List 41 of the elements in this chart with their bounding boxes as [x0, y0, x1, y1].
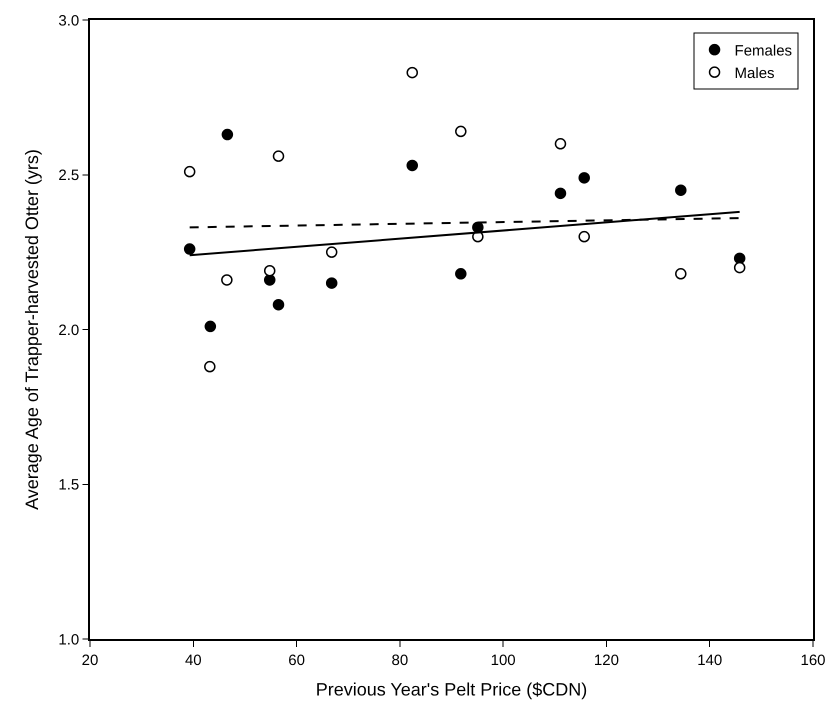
point [554, 138, 566, 150]
legend-label: Males [734, 64, 775, 82]
point [326, 246, 338, 258]
point [272, 298, 284, 310]
point [204, 320, 216, 332]
point [406, 160, 418, 172]
point [264, 274, 276, 286]
y-axis-title: Average Age of Trapper-harvested Otter (yrs) [22, 149, 42, 510]
x-tick-label: 100 [490, 652, 516, 669]
point [264, 264, 276, 276]
point [184, 166, 196, 178]
point [204, 360, 216, 372]
point [734, 262, 746, 274]
point [578, 172, 590, 184]
x-tick-label: 80 [392, 652, 408, 669]
x-tick-label: 40 [184, 652, 202, 669]
point [578, 230, 590, 242]
x-tick-label: 120 [594, 652, 619, 669]
y-tick-label: 2.5 [58, 167, 80, 184]
point [272, 150, 284, 162]
point [675, 184, 687, 196]
x-axis-title: Previous Year's Pelt Price ($CDN) [316, 679, 588, 700]
point [406, 66, 418, 78]
y-tick-label: 1.5 [58, 476, 80, 494]
point [326, 277, 338, 289]
point [221, 274, 233, 286]
point [554, 188, 566, 200]
legend-label: Females [734, 42, 792, 60]
point [455, 126, 467, 138]
y-tick-label: 3.0 [58, 12, 80, 30]
x-tick-label: 140 [697, 652, 722, 669]
point [222, 128, 234, 140]
x-tick-label: 20 [82, 652, 98, 669]
y-tick-label: 2.0 [58, 322, 80, 339]
x-tick-label: 60 [288, 652, 305, 669]
x-tick-label: 160 [800, 652, 826, 669]
point [455, 268, 467, 280]
point [184, 243, 196, 255]
point [734, 252, 746, 264]
y-tick-label: 1.0 [58, 631, 80, 648]
point [675, 268, 687, 280]
